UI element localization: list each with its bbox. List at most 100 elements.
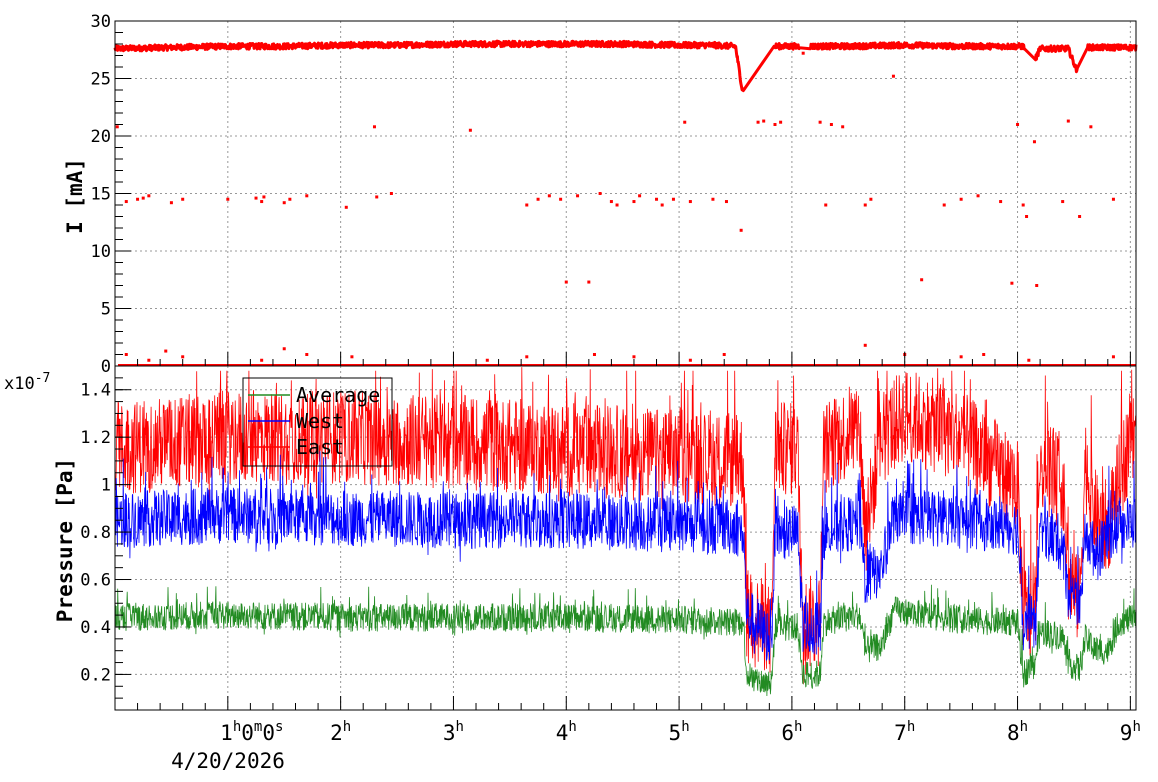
current-data-point bbox=[124, 353, 128, 356]
current-data-point bbox=[818, 120, 822, 124]
pressure-y-tick-labels: 0.2 0.4 0.6 0.8 1 1.2 1.4 bbox=[80, 381, 111, 686]
current-y-tick-label: 0 bbox=[101, 357, 111, 377]
pressure-y-tick-label: 1.2 bbox=[80, 428, 111, 448]
time-x-tick-label: 9h bbox=[1120, 719, 1141, 745]
pressure-series-east-line bbox=[114, 367, 1137, 685]
time-x-tick-label: 7h bbox=[894, 719, 915, 745]
current-data-point bbox=[525, 355, 529, 359]
current-series-east bbox=[113, 39, 1138, 366]
current-data-point bbox=[632, 200, 636, 204]
current-data-point bbox=[655, 197, 659, 201]
current-data-point bbox=[1016, 123, 1020, 126]
current-data-point bbox=[1035, 284, 1039, 287]
current-data-point bbox=[863, 203, 867, 207]
current-data-point bbox=[288, 197, 292, 201]
current-data-point bbox=[801, 51, 805, 55]
current-y-tick-label: 20 bbox=[91, 127, 111, 147]
current-data-point bbox=[841, 125, 845, 129]
current-data-point bbox=[773, 123, 777, 126]
current-data-point bbox=[372, 125, 376, 129]
pressure-y-multiplier: x10-7 bbox=[4, 371, 50, 394]
current-data-point bbox=[1027, 358, 1031, 362]
current-data-point bbox=[615, 203, 619, 207]
current-data-point bbox=[724, 200, 728, 204]
current-data-point bbox=[982, 353, 986, 356]
current-data-point bbox=[576, 194, 580, 198]
current-panel: 0 5 10 15 20 25 30 I [mA] bbox=[63, 12, 1138, 377]
current-data-point bbox=[536, 197, 540, 201]
current-data-point bbox=[375, 195, 379, 199]
current-data-point bbox=[468, 128, 472, 132]
current-data-point bbox=[1111, 197, 1115, 201]
current-data-point bbox=[739, 228, 743, 232]
legend-west-label: West bbox=[296, 409, 344, 433]
current-data-point bbox=[779, 120, 783, 124]
current-data-point bbox=[559, 197, 563, 201]
time-x-tick-label: 5h bbox=[669, 719, 690, 745]
current-data-point bbox=[164, 349, 168, 353]
current-tick-marks bbox=[115, 20, 1131, 367]
time-axis-date-label: 4/20/2026 bbox=[171, 749, 285, 773]
current-data-point bbox=[609, 200, 613, 204]
current-data-point bbox=[671, 197, 675, 201]
current-data-point bbox=[959, 355, 963, 359]
pressure-series-west-line bbox=[114, 451, 1137, 662]
time-x-tick-label: 3h bbox=[443, 719, 464, 745]
current-data-point bbox=[1025, 215, 1029, 218]
current-data-point bbox=[1061, 200, 1065, 204]
current-data-point bbox=[638, 194, 642, 198]
current-data-point bbox=[564, 280, 568, 284]
current-data-point bbox=[181, 355, 185, 359]
pressure-legend: Average West East bbox=[242, 377, 393, 467]
current-data-point bbox=[683, 120, 687, 124]
current-data-point bbox=[1010, 281, 1014, 285]
current-data-point bbox=[260, 200, 264, 204]
pressure-y-tick-label: 0.2 bbox=[80, 665, 111, 685]
current-data-point bbox=[976, 194, 980, 198]
pressure-series bbox=[114, 367, 1137, 697]
current-data-point bbox=[305, 194, 309, 198]
current-gridlines bbox=[115, 20, 1136, 366]
pressure-tick-marks bbox=[115, 377, 1131, 710]
current-data-point bbox=[254, 196, 258, 200]
current-data-point bbox=[942, 203, 946, 207]
pressure-y-tick-label: 0.4 bbox=[80, 618, 111, 638]
current-data-point bbox=[147, 358, 151, 362]
current-data-point bbox=[863, 343, 867, 347]
current-data-point bbox=[688, 358, 692, 362]
current-data-point bbox=[169, 201, 173, 205]
pressure-y-axis-label: Pressure [Pa] bbox=[53, 458, 77, 622]
current-data-point bbox=[181, 197, 185, 201]
pressure-y-tick-label: 1 bbox=[101, 476, 111, 496]
current-data-point bbox=[587, 280, 591, 284]
current-y-tick-labels: 0 5 10 15 20 25 30 bbox=[91, 12, 111, 377]
time-x-tick-label: 8h bbox=[1007, 719, 1028, 745]
current-data-point bbox=[262, 195, 266, 199]
current-data-point bbox=[525, 203, 529, 207]
current-data-point bbox=[632, 355, 636, 359]
current-data-point bbox=[1111, 355, 1115, 359]
current-data-point bbox=[1078, 215, 1082, 218]
current-main-trace bbox=[113, 39, 1138, 93]
current-data-point bbox=[1066, 119, 1070, 123]
time-x-tick-label: 2h bbox=[330, 719, 351, 745]
current-data-point bbox=[762, 119, 766, 123]
current-data-point bbox=[226, 197, 230, 201]
current-data-point bbox=[891, 74, 895, 78]
current-data-point bbox=[688, 200, 692, 204]
current-y-tick-label: 30 bbox=[91, 12, 111, 32]
legend-box bbox=[242, 377, 393, 467]
current-data-point bbox=[260, 358, 264, 362]
current-y-axis-label: I [mA] bbox=[63, 158, 87, 234]
current-data-point bbox=[344, 205, 348, 209]
current-data-point bbox=[350, 355, 354, 359]
current-data-point bbox=[136, 197, 140, 201]
legend-average-label: Average bbox=[296, 383, 380, 407]
current-data-point bbox=[869, 197, 873, 201]
current-data-point bbox=[124, 200, 128, 204]
current-y-tick-label: 25 bbox=[91, 70, 111, 90]
legend-east-label: East bbox=[296, 435, 344, 459]
pressure-y-tick-label: 0.6 bbox=[80, 571, 111, 591]
current-data-point bbox=[959, 197, 963, 201]
